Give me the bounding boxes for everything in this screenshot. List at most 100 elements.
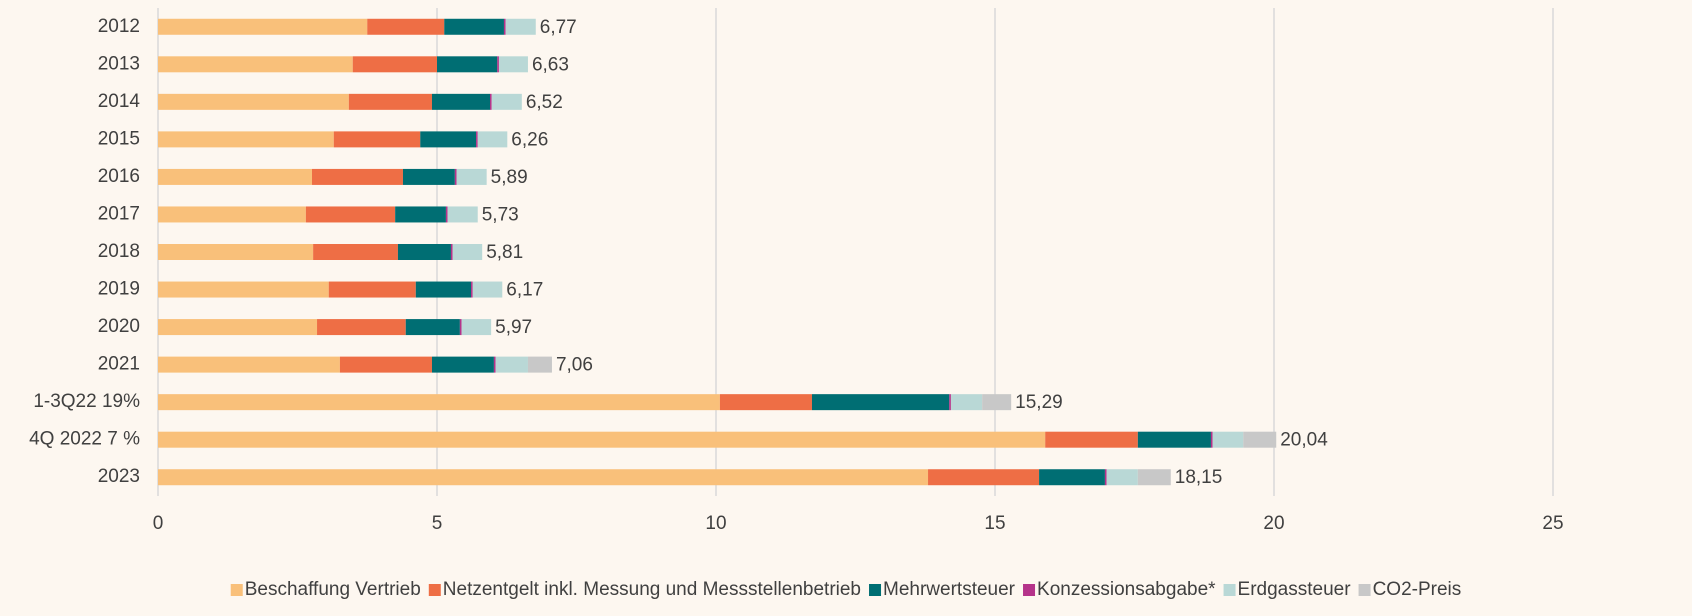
legend-label: Beschaffung Vertrieb bbox=[245, 579, 421, 600]
y-tick-label: 1-3Q22 19% bbox=[33, 391, 140, 412]
legend-swatch bbox=[1358, 584, 1371, 596]
bar-segment bbox=[447, 206, 478, 223]
y-tick-label: 2012 bbox=[98, 16, 140, 37]
bar-segment bbox=[497, 56, 499, 73]
bar-segment bbox=[505, 18, 536, 35]
y-tick-label: 2017 bbox=[98, 203, 140, 224]
total-label: 7,06 bbox=[556, 355, 593, 376]
bar-segment bbox=[1212, 431, 1244, 448]
bar-segment bbox=[493, 356, 496, 373]
legend-swatch bbox=[1023, 584, 1036, 596]
bar-segment bbox=[459, 319, 462, 336]
bar-segment bbox=[454, 168, 457, 185]
bar-segment bbox=[495, 356, 528, 373]
y-tick-label: 2018 bbox=[98, 241, 140, 262]
bar-segment bbox=[1210, 431, 1213, 448]
bar-segment bbox=[397, 244, 451, 260]
bar-segment bbox=[476, 131, 478, 148]
bar-segment bbox=[158, 431, 1046, 448]
legend-swatch bbox=[1223, 584, 1236, 596]
bar-segment bbox=[498, 56, 528, 73]
bar-segment bbox=[1137, 469, 1171, 486]
legend-swatch bbox=[230, 584, 243, 596]
bar-segment bbox=[445, 206, 448, 223]
bar-segment bbox=[471, 281, 473, 298]
bar-segment bbox=[158, 356, 340, 373]
legend-swatch bbox=[869, 584, 882, 596]
total-label: 5,73 bbox=[482, 204, 519, 225]
legend-label: Mehrwertsteuer bbox=[883, 579, 1016, 600]
x-tick-label: 20 bbox=[1263, 513, 1284, 534]
legend-label: Netzentgelt inkl. Messung und Messstelle… bbox=[443, 579, 861, 600]
total-label: 6,26 bbox=[511, 129, 548, 150]
bar-segment bbox=[472, 281, 503, 298]
bar-segment bbox=[949, 394, 951, 411]
y-tick-label: 2014 bbox=[98, 91, 141, 112]
bar-segment bbox=[950, 394, 983, 411]
bar-segment bbox=[982, 394, 1012, 411]
bar-segment bbox=[431, 93, 491, 110]
bar-segment bbox=[444, 18, 504, 35]
bar-segment bbox=[158, 206, 306, 223]
y-tick-label: 2021 bbox=[98, 354, 140, 375]
bar-segment bbox=[158, 18, 368, 35]
bar-segment bbox=[158, 56, 353, 73]
x-tick-label: 0 bbox=[153, 513, 164, 534]
bar-segment bbox=[158, 93, 349, 110]
x-tick-label: 10 bbox=[705, 513, 726, 534]
total-label: 6,52 bbox=[526, 92, 563, 113]
bar-segment bbox=[491, 93, 522, 110]
x-tick-label: 5 bbox=[432, 513, 443, 534]
bar-segment bbox=[1104, 469, 1107, 486]
bar-segment bbox=[1039, 469, 1105, 486]
bar-segment bbox=[158, 394, 720, 411]
bar-segment bbox=[333, 131, 421, 148]
total-label: 5,81 bbox=[486, 242, 523, 263]
bar-segment bbox=[158, 319, 318, 336]
bar-segment bbox=[719, 394, 812, 411]
bar-segment bbox=[158, 168, 313, 185]
bar-segment bbox=[456, 168, 487, 185]
y-tick-label: 2013 bbox=[98, 53, 140, 74]
total-label: 18,15 bbox=[1175, 467, 1223, 488]
bar-segment bbox=[1137, 431, 1211, 448]
bar-segment bbox=[420, 131, 477, 148]
bar-segment bbox=[450, 244, 453, 260]
bar-segment bbox=[158, 244, 314, 260]
bar-segment bbox=[415, 281, 472, 298]
x-tick-label: 15 bbox=[984, 513, 1005, 534]
y-tick-label: 2015 bbox=[98, 128, 140, 149]
y-tick-label: 2020 bbox=[98, 316, 140, 337]
legend-swatch bbox=[428, 584, 441, 596]
bar-segment bbox=[395, 206, 446, 223]
y-tick-label: 2023 bbox=[98, 466, 140, 487]
y-tick-label: 4Q 2022 7 % bbox=[29, 429, 140, 450]
bar-segment bbox=[402, 168, 455, 185]
bar-segment bbox=[437, 56, 498, 73]
bar-segment bbox=[312, 168, 403, 185]
bar-segment bbox=[405, 319, 460, 336]
total-label: 20,04 bbox=[1280, 430, 1328, 451]
legend-label: Konzessionsabgabe* bbox=[1037, 579, 1216, 600]
bar-segment bbox=[158, 281, 329, 298]
bar-segment bbox=[461, 319, 492, 336]
bar-segment bbox=[158, 131, 334, 148]
bar-segment bbox=[158, 469, 929, 486]
bar-segment bbox=[1106, 469, 1138, 486]
total-label: 6,63 bbox=[532, 54, 569, 75]
legend-label: Erdgassteuer bbox=[1238, 579, 1352, 600]
bar-segment bbox=[527, 356, 552, 373]
bar-segment bbox=[367, 18, 445, 35]
bar-segment bbox=[305, 206, 396, 223]
bar-segment bbox=[490, 93, 492, 110]
bar-segment bbox=[1045, 431, 1138, 448]
total-label: 5,97 bbox=[495, 317, 532, 338]
bar-segment bbox=[811, 394, 950, 411]
bar-segment bbox=[1243, 431, 1277, 448]
bar-segment bbox=[339, 356, 432, 373]
total-label: 6,17 bbox=[506, 280, 543, 301]
bar-segment bbox=[348, 93, 432, 110]
bar-segment bbox=[328, 281, 416, 298]
bar-segment bbox=[452, 244, 483, 260]
